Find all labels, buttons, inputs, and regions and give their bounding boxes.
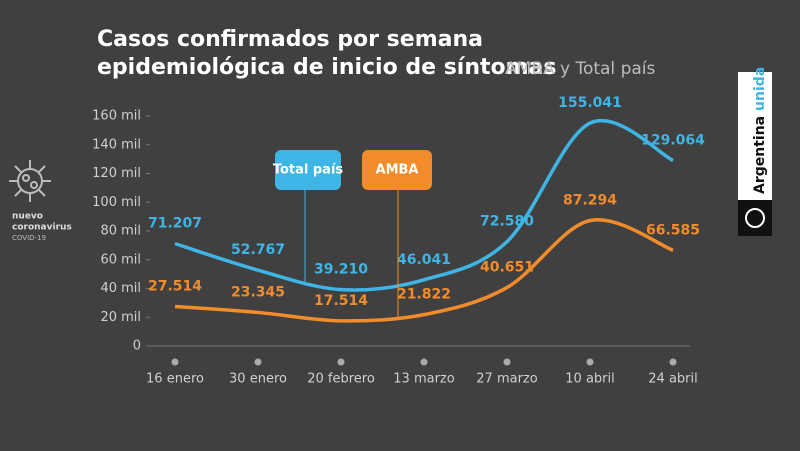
chart-subtitle: AMBA y Total país — [505, 59, 655, 79]
y-tick-label: 120 mil — [92, 166, 141, 181]
x-tick-label: 20 febrero — [307, 372, 375, 387]
x-tick-label: 13 marzo — [393, 372, 454, 387]
data-label: 17.514 — [314, 293, 368, 309]
badge-text: unida — [752, 67, 768, 111]
x-tick — [503, 358, 511, 366]
data-label: 66.585 — [646, 222, 700, 238]
x-tick — [254, 358, 262, 366]
data-label: 87.294 — [563, 193, 617, 209]
virus-logo — [9, 160, 51, 202]
x-tick-label: 16 enero — [146, 372, 204, 387]
y-tick-label: 100 mil — [92, 195, 141, 210]
y-tick-label: 80 mil — [100, 224, 141, 239]
data-label: 71.207 — [148, 216, 202, 232]
logo-text: COVID-19 — [12, 234, 46, 242]
legend-label: Total país — [273, 163, 344, 178]
data-label: 21.822 — [397, 287, 451, 303]
x-tick — [171, 358, 179, 366]
data-label: 46.041 — [397, 252, 451, 268]
x-tick-label: 30 enero — [229, 372, 287, 387]
data-label: 155.041 — [558, 95, 622, 111]
badge-text: Argentina unida — [752, 67, 768, 194]
badge-emblem — [738, 200, 772, 236]
logo-text: nuevo — [12, 212, 43, 222]
data-label: 40.651 — [480, 260, 534, 276]
x-tick-label: 27 marzo — [476, 372, 537, 387]
legend-box — [275, 150, 341, 190]
data-label: 23.345 — [231, 284, 285, 300]
logo-text: coronavirus — [12, 223, 72, 233]
y-tick-label: 140 mil — [92, 137, 141, 152]
y-tick-label: 160 mil — [92, 109, 141, 124]
x-tick — [669, 358, 677, 366]
x-tick — [337, 358, 345, 366]
series-line — [174, 119, 674, 292]
x-tick — [420, 358, 428, 366]
data-label: 72.580 — [480, 214, 534, 230]
data-label: 39.210 — [314, 262, 368, 278]
badge-emblem-icon — [745, 208, 765, 228]
data-label: 129.064 — [641, 132, 705, 148]
y-tick-label: 0 — [133, 339, 141, 354]
x-tick-label: 10 abril — [565, 372, 614, 387]
series-line — [174, 217, 674, 323]
data-label: 52.767 — [231, 242, 285, 258]
chart-title: Casos confirmados por semana — [97, 27, 483, 52]
y-tick-label: 60 mil — [100, 252, 141, 267]
legend-box — [362, 150, 432, 190]
x-tick — [586, 358, 594, 366]
data-label: 27.514 — [148, 278, 202, 294]
x-tick-label: 24 abril — [648, 372, 697, 387]
y-tick-label: 40 mil — [100, 281, 141, 296]
badge-text: Argentina — [752, 116, 768, 194]
legend-label: AMBA — [376, 163, 419, 178]
chart-title: epidemiológica de inicio de síntomas — [97, 55, 557, 80]
y-tick-label: 20 mil — [100, 310, 141, 325]
